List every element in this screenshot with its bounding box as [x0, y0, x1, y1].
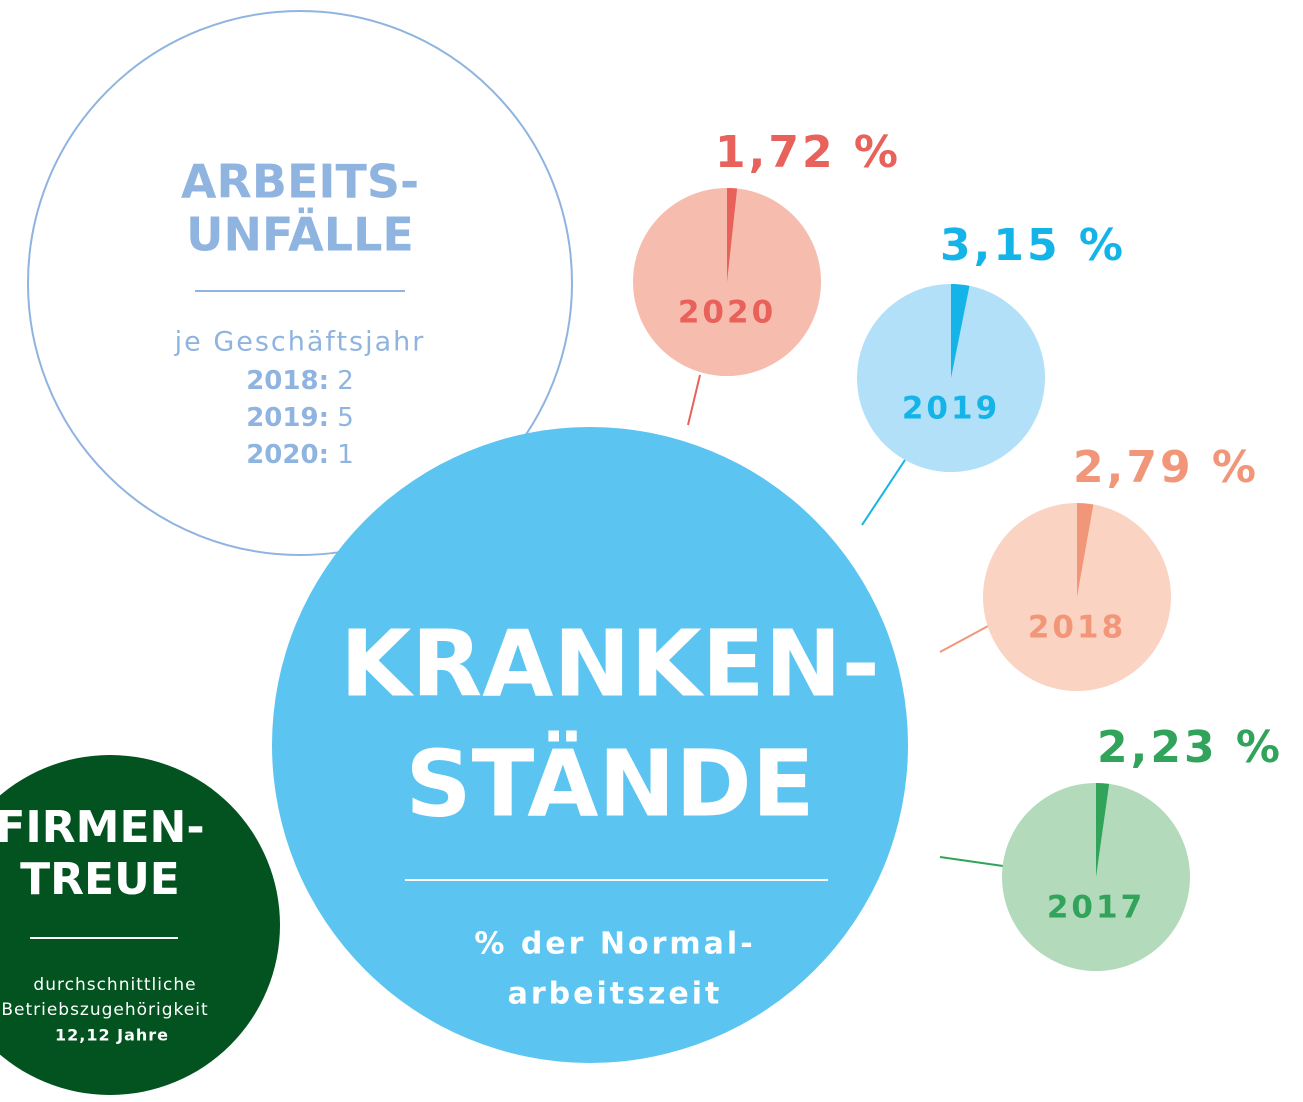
loyalty-subtitle: Betriebszugehörigkeit: [1, 1000, 208, 1020]
pie-value-label: 2,79 %: [1073, 442, 1259, 493]
sick-leave-title: STÄNDE: [405, 729, 814, 837]
connector: [939, 624, 991, 653]
pie-year: 2017: [1047, 890, 1145, 926]
pie-slice: [1096, 783, 1110, 877]
connector: [861, 459, 906, 526]
row-year: 2018:: [246, 366, 329, 396]
pie-value-label: 3,15 %: [940, 220, 1126, 271]
loyalty-value: 12,12 Jahre: [55, 1026, 169, 1045]
row-value: 1: [337, 440, 354, 470]
loyalty-subtitle: durchschnittliche: [33, 975, 196, 995]
accidents-subtitle: je Geschäftsjahr: [174, 327, 426, 358]
row-year: 2019:: [246, 403, 329, 433]
accidents-title: UNFÄLLE: [186, 208, 414, 262]
connector: [939, 856, 1004, 867]
pie-year: 2020: [678, 295, 776, 331]
sick-leave-circle: [272, 427, 908, 1063]
connector: [687, 374, 701, 426]
pie-year: 2019: [902, 391, 1000, 427]
pie-value-label: 1,72 %: [715, 127, 901, 178]
loyalty-circle: [0, 755, 280, 1095]
pie-year: 2018: [1028, 610, 1126, 646]
sick-leave-title: KRANKEN-: [340, 610, 880, 717]
row-value: 2: [337, 366, 354, 396]
row-value: 5: [337, 403, 354, 433]
pie-slice: [1077, 503, 1094, 597]
loyalty-title: TREUE: [20, 854, 180, 905]
accident-row: 2020: 1: [246, 440, 354, 470]
sick-leave-subtitle: % der Normal-: [474, 927, 755, 962]
row-year: 2020:: [246, 440, 329, 470]
accident-row: 2018: 2: [246, 366, 354, 396]
sick-leave-subtitle: arbeitszeit: [508, 977, 723, 1012]
accidents-title: ARBEITS-: [181, 155, 419, 209]
accidents-circle: [27, 10, 573, 556]
pie-value-label: 2,23 %: [1097, 722, 1283, 773]
pie-slice: [951, 284, 970, 378]
accident-row: 2019: 5: [246, 403, 354, 433]
loyalty-title: FIRMEN-: [0, 802, 205, 853]
pie-slice: [727, 188, 738, 282]
